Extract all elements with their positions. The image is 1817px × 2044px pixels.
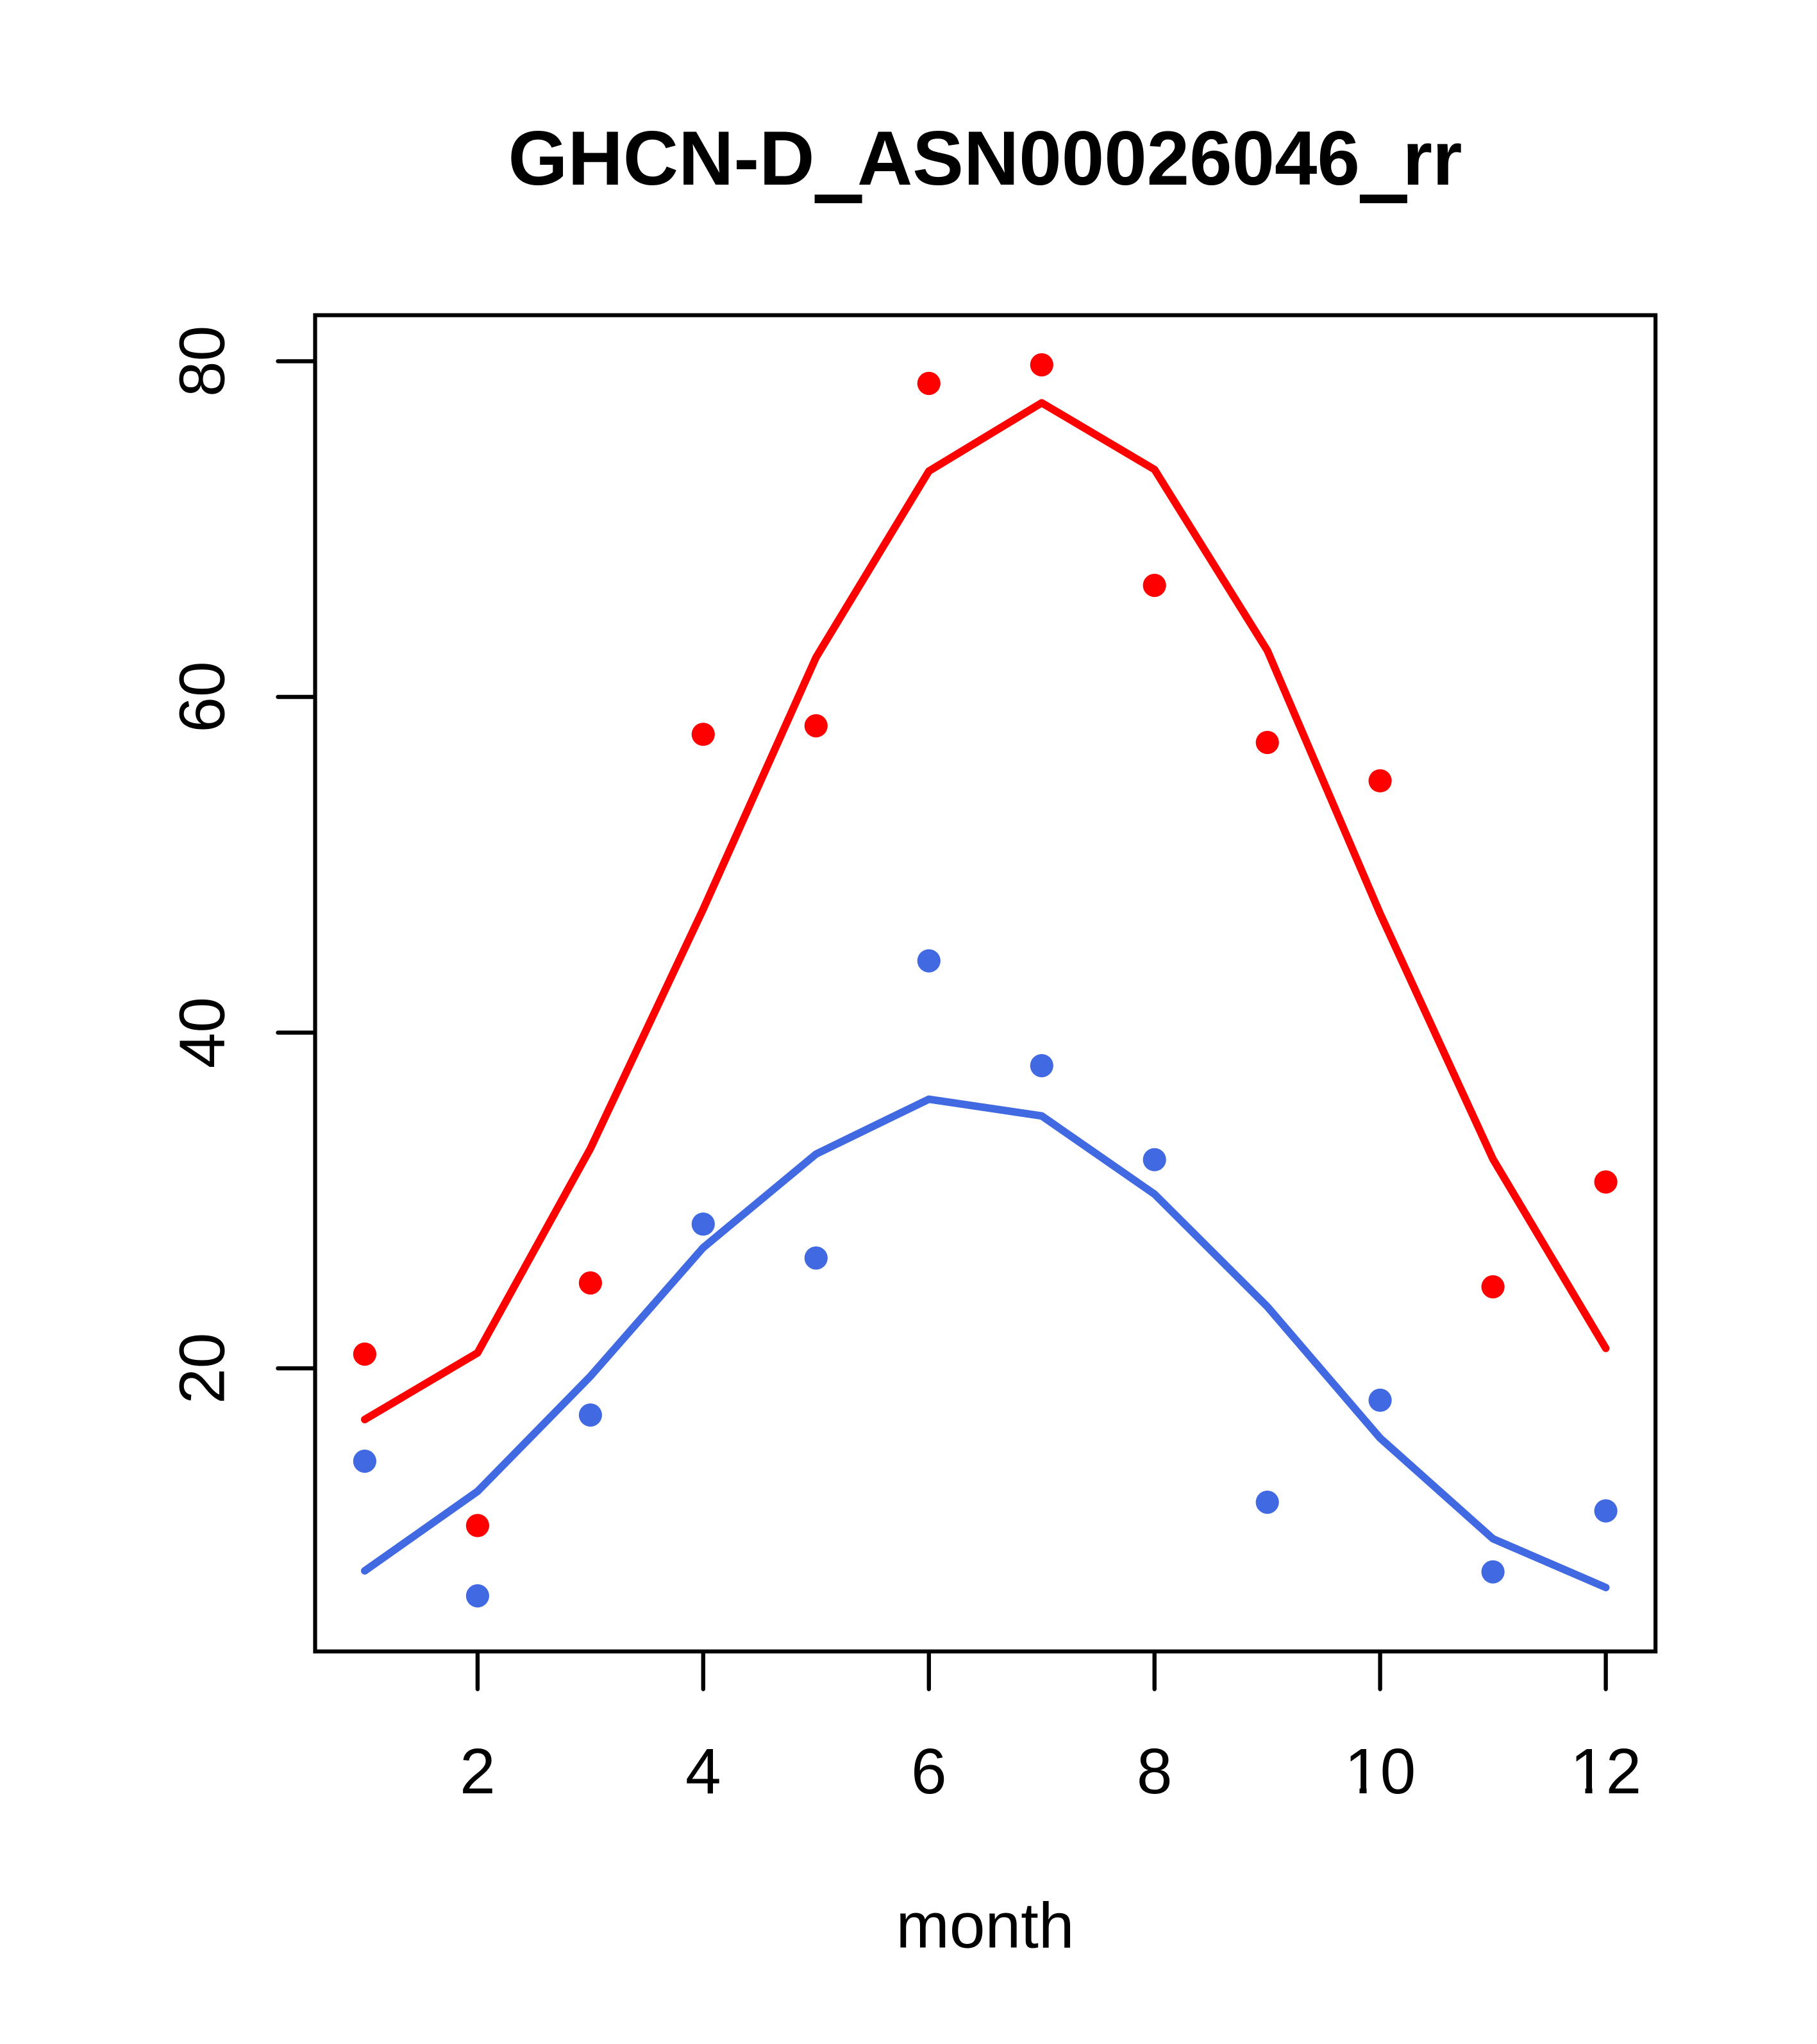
svg-text:60: 60 xyxy=(167,661,239,732)
svg-text:6: 6 xyxy=(911,1736,947,1807)
svg-text:10: 10 xyxy=(1344,1736,1416,1807)
svg-text:month: month xyxy=(896,1890,1075,1962)
svg-text:40: 40 xyxy=(167,997,239,1068)
svg-text:12: 12 xyxy=(1570,1736,1641,1807)
svg-text:20: 20 xyxy=(167,1333,239,1404)
svg-text:4: 4 xyxy=(685,1736,721,1807)
svg-text:2: 2 xyxy=(460,1736,496,1807)
svg-text:GHCN-D_ASN00026046_rr: GHCN-D_ASN00026046_rr xyxy=(508,116,1462,201)
svg-text:8: 8 xyxy=(1137,1736,1173,1807)
svg-text:80: 80 xyxy=(167,326,239,397)
